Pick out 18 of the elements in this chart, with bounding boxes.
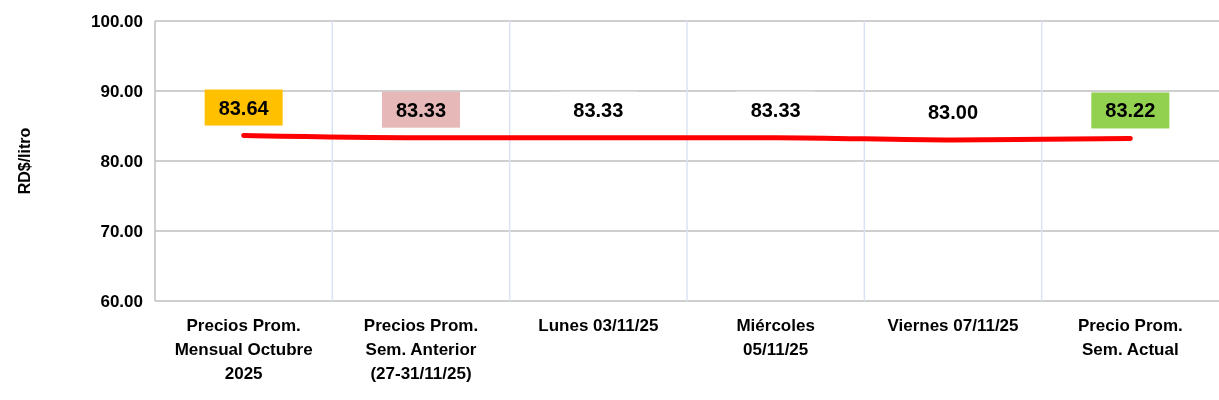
x-tick-label: Precios Prom. Mensual Octubre 2025 (174, 316, 313, 383)
data-label: 83.33 (750, 98, 801, 121)
y-tick-label: 80.00 (100, 151, 143, 171)
data-label: 83.33 (395, 98, 447, 121)
x-tick-label: Precios Prom. Sem. Anterior (27-31/11/25) (363, 316, 479, 383)
y-axis-title: RD$/litro (15, 127, 33, 195)
data-label: 83.64 (218, 96, 270, 119)
y-tick-label: 90.00 (100, 81, 143, 101)
x-tick-label: Viernes 07/11/25 (887, 316, 1019, 335)
data-label: 83.33 (573, 98, 624, 121)
x-tick-label: Miércoles 05/11/25 (736, 316, 815, 359)
data-label: 83.00 (927, 101, 979, 123)
y-tick-label: 70.00 (100, 221, 143, 241)
x-tick-label: Lunes 03/11/25 (538, 316, 659, 335)
y-tick-label: 100.00 (91, 11, 143, 31)
x-tick-label: Precio Prom. Sem. Actual (1077, 316, 1183, 359)
data-label: 83.22 (1105, 99, 1156, 122)
y-tick-label: 60.00 (100, 291, 143, 311)
